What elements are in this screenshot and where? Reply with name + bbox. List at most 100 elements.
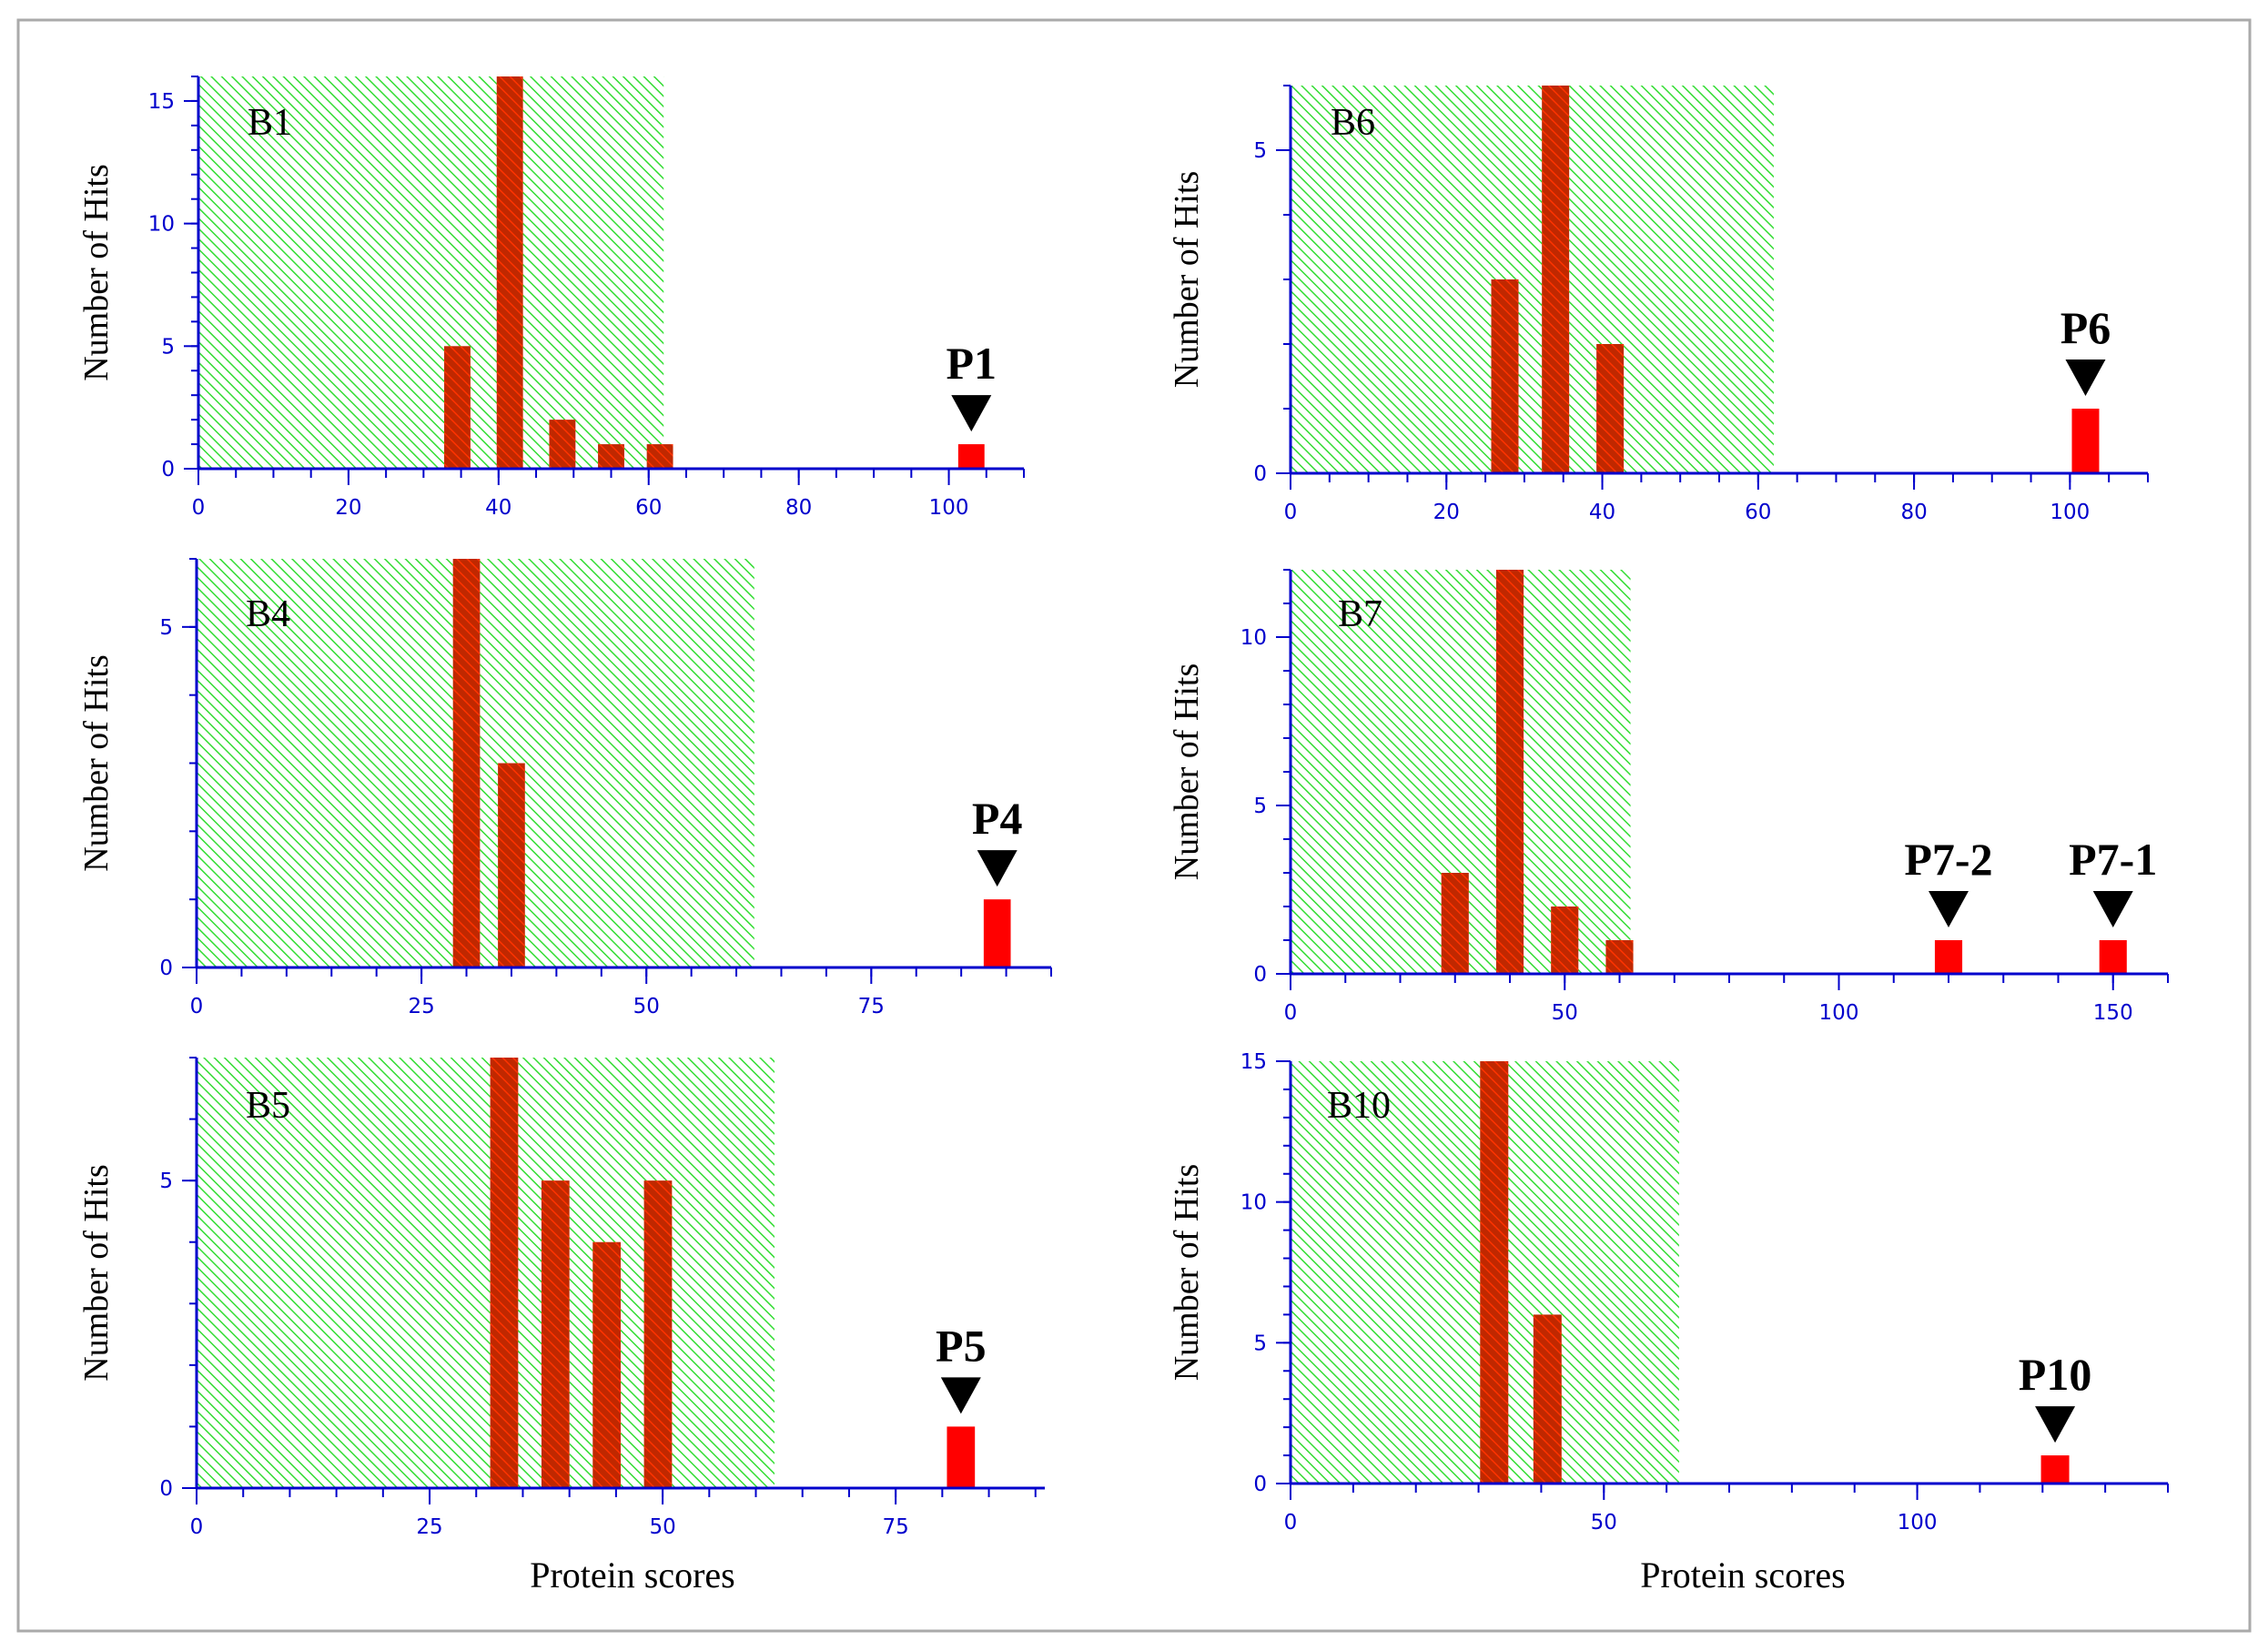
panel-b1-peak-label: P1 (947, 338, 997, 389)
panel-b7-peak-marker (1929, 891, 1969, 927)
panel-b10-x-tick-label: 0 (1284, 1511, 1298, 1535)
panel-b1-x-tick-label: 100 (929, 496, 969, 520)
panel-b1-x-tick-label: 60 (635, 496, 662, 520)
panel-b6-x-tick-label: 0 (1284, 501, 1298, 524)
panel-b1-y-tick-label: 5 (161, 335, 175, 359)
panel-b5-y-tick-label: 5 (159, 1170, 173, 1193)
panel-b5-peak-bar (947, 1426, 976, 1488)
panel-b10-y-axis-title: Number of Hits (1168, 1164, 1206, 1382)
panel-b1-y-tick-label: 0 (161, 458, 175, 481)
panel-b5-y-axis-title: Number of Hits (77, 1164, 116, 1382)
panel-b4-bar (498, 763, 525, 967)
panel-b7-peak-label: P7-1 (2069, 834, 2157, 885)
panel-b10-y-tick-label: 5 (1253, 1332, 1267, 1355)
panel-b6-x-tick-label: 80 (1900, 501, 1927, 524)
panel-b7-label: B7 (1338, 593, 1382, 635)
panel-b1-label: B1 (248, 102, 292, 144)
panel-b1-y-tick-label: 10 (148, 213, 175, 237)
panel-b6-x-tick-label: 20 (1433, 501, 1460, 524)
panel-b7-x-tick-label: 100 (1819, 1001, 1859, 1025)
panel-b6-bar (1542, 86, 1570, 473)
panel-b6-y-tick-label: 5 (1253, 139, 1267, 163)
panel-b5-x-tick-label: 50 (649, 1515, 675, 1539)
panel-b1-bar (549, 420, 576, 469)
panel-b4-peak-bar (983, 899, 1011, 967)
panel-b5-y-tick-label: 0 (159, 1477, 173, 1501)
panel-b4-x-tick-label: 50 (633, 995, 660, 1018)
panel-b7-y-tick-label: 0 (1253, 963, 1267, 987)
panel-b7-x-tick-label: 0 (1284, 1001, 1298, 1025)
panel-b7-y-axis-title: Number of Hits (1168, 663, 1206, 881)
panel-b5-x-tick-label: 0 (190, 1515, 204, 1539)
panel-b7-x-tick-label: 50 (1552, 1001, 1578, 1025)
panel-b1-x-tick-label: 80 (785, 496, 812, 520)
panel-b10-y-tick-label: 10 (1240, 1191, 1267, 1215)
panel-b10-x-tick-label: 100 (1898, 1511, 1938, 1535)
panel-b6-peak-label: P6 (2060, 302, 2111, 353)
panel-b4-label: B4 (246, 593, 290, 635)
panel-b5-shaded-region (197, 1058, 775, 1488)
panel-b7-peak-bar (1934, 940, 1963, 974)
panel-b5-label: B5 (246, 1085, 290, 1127)
panel-b6-peak-marker (2065, 360, 2106, 396)
panel-b6-x-tick-label: 40 (1589, 501, 1615, 524)
panel-b7-peak-bar (2099, 940, 2127, 974)
panel-b10-peak-marker (2035, 1406, 2076, 1443)
panel-b4-bar (452, 559, 481, 967)
panel-b7-bar (1551, 907, 1579, 974)
panel-b7-peak-label: P7-2 (1904, 834, 1992, 885)
panel-b6-shaded-region (1291, 86, 1774, 473)
panel-b1-bar (598, 444, 624, 469)
x-axis-title-right: Protein scores (1640, 1555, 1846, 1595)
panel-b1-shaded-region (198, 76, 664, 469)
panel-b1-peak-marker (951, 395, 992, 432)
panel-b10-bar (1480, 1061, 1509, 1484)
panel-b10-y-tick-label: 0 (1253, 1473, 1267, 1496)
panel-b7-y-tick-label: 5 (1253, 795, 1267, 818)
panel-b5-peak-marker (940, 1377, 981, 1414)
panel-b10-label: B10 (1327, 1085, 1391, 1127)
panel-b7-bar (1495, 570, 1524, 974)
panel-b10-x-tick-label: 50 (1591, 1511, 1617, 1535)
panel-b6-x-tick-label: 60 (1745, 501, 1771, 524)
panel-b5-bar (490, 1058, 519, 1488)
panel-b6-x-tick-label: 100 (2050, 501, 2090, 524)
panel-b7-bar (1441, 873, 1469, 974)
panel-b6-label: B6 (1331, 102, 1375, 144)
panel-b7-bar (1605, 940, 1634, 974)
panel-b4-x-tick-label: 25 (408, 995, 434, 1018)
panel-b6-y-axis-title: Number of Hits (1168, 171, 1206, 389)
panel-b7-y-tick-label: 10 (1240, 626, 1267, 650)
panel-b5-x-tick-label: 75 (882, 1515, 908, 1539)
x-axis-title-left: Protein scores (530, 1555, 735, 1595)
panel-b6-peak-bar (2071, 409, 2100, 473)
panel-b1-x-tick-label: 40 (485, 496, 511, 520)
panel-b4-peak-marker (977, 850, 1018, 887)
panel-b1-x-tick-label: 20 (335, 496, 361, 520)
panel-b4-y-tick-label: 5 (159, 616, 173, 640)
panel-b1-y-tick-label: 15 (148, 90, 175, 114)
panel-b4-y-tick-label: 0 (159, 957, 173, 980)
figure-frame (16, 18, 2252, 1633)
panel-b7-x-tick-label: 150 (2093, 1001, 2133, 1025)
panel-b1-bar (444, 346, 471, 469)
panel-b5-bar (643, 1180, 673, 1488)
panel-b6-y-tick-label: 0 (1253, 462, 1267, 486)
panel-b5-peak-label: P5 (936, 1320, 987, 1371)
panel-b1-bar (496, 76, 523, 469)
panel-b4-x-tick-label: 0 (190, 995, 204, 1018)
panel-b7-peak-marker (2092, 891, 2133, 927)
panel-b5-bar (592, 1241, 621, 1488)
panel-b1-y-axis-title: Number of Hits (77, 164, 116, 381)
panel-b6-bar (1491, 279, 1519, 473)
panel-b10-peak-label: P10 (2019, 1349, 2092, 1400)
panel-b10-peak-bar (2040, 1455, 2070, 1484)
panel-b1-x-tick-label: 0 (192, 496, 206, 520)
panel-b5-x-tick-label: 25 (416, 1515, 442, 1539)
panel-b4-y-axis-title: Number of Hits (77, 654, 116, 872)
panel-b10-bar (1533, 1314, 1562, 1484)
panel-b6-bar (1596, 344, 1625, 473)
panel-b1-bar (646, 444, 673, 469)
panel-b4-peak-label: P4 (972, 793, 1023, 844)
